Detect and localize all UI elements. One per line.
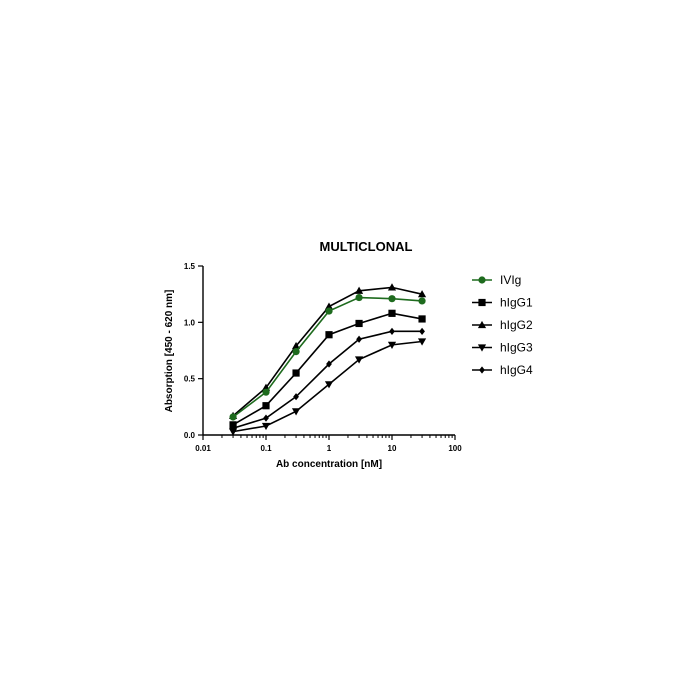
legend-item: hIgG3 — [472, 341, 533, 355]
legend-label: hIgG3 — [500, 341, 533, 355]
x-tick-label: 0.1 — [260, 444, 272, 453]
legend-item: hIgG2 — [472, 318, 533, 332]
data-point — [263, 414, 269, 422]
data-point — [325, 307, 333, 315]
legend-item: hIgG1 — [472, 296, 533, 310]
data-point — [355, 319, 363, 328]
chart-title: MULTICLONAL — [320, 239, 413, 254]
data-point — [354, 356, 364, 364]
y-tick-label: 1.0 — [184, 318, 196, 327]
legend-marker — [477, 344, 487, 352]
legend-marker — [478, 276, 486, 284]
data-point — [389, 327, 395, 335]
data-point — [324, 381, 334, 389]
legend-item: IVIg — [472, 273, 521, 287]
data-point — [418, 315, 426, 323]
legend-label: hIgG1 — [500, 296, 533, 310]
series-group — [228, 283, 427, 436]
data-point — [291, 408, 301, 416]
data-point — [388, 295, 396, 303]
data-point — [292, 369, 300, 377]
y-tick-label: 1.5 — [184, 262, 196, 271]
data-point — [262, 388, 270, 396]
x-ticks: 0.01 0.1 1 10 100 — [195, 435, 462, 453]
legend-label: hIgG4 — [500, 363, 533, 377]
series-line — [232, 340, 423, 433]
x-axis-label: Ab concentration [nM] — [276, 459, 382, 470]
series-higg3 — [228, 338, 427, 436]
data-point — [355, 293, 363, 302]
legend-marker — [477, 320, 487, 329]
y-tick-label: 0.5 — [184, 375, 196, 384]
data-point — [388, 309, 396, 317]
data-point — [228, 428, 238, 436]
data-point — [229, 421, 237, 429]
y-tick-label: 0.0 — [184, 431, 196, 440]
series-ivig — [229, 293, 426, 421]
legend-label: IVIg — [500, 273, 521, 287]
data-point — [293, 393, 299, 401]
x-tick-label: 0.01 — [195, 444, 211, 453]
legend-marker — [479, 366, 485, 374]
y-axis-label: Absorption [450 - 620 nm] — [164, 290, 175, 413]
data-point — [261, 422, 271, 431]
x-tick-label: 10 — [388, 444, 397, 453]
legend-item: hIgG4 — [472, 363, 533, 377]
data-point — [356, 335, 362, 343]
data-point — [326, 360, 332, 368]
data-point — [291, 341, 301, 350]
data-point — [325, 331, 333, 339]
series-higg4 — [230, 327, 425, 432]
data-point — [387, 341, 397, 349]
data-point — [262, 402, 270, 410]
data-point — [387, 283, 397, 291]
data-point — [418, 297, 426, 305]
data-point — [229, 413, 237, 421]
data-point — [292, 348, 300, 356]
data-point — [417, 338, 427, 346]
x-tick-label: 1 — [327, 444, 332, 453]
legend: IVIg hIgG1 hIgG2 hIgG3 hIgG4 — [472, 273, 533, 377]
data-point — [417, 290, 427, 298]
data-point — [419, 327, 425, 335]
legend-label: hIgG2 — [500, 318, 533, 332]
series-higg1 — [229, 309, 426, 429]
legend-marker — [478, 298, 486, 307]
x-tick-label: 100 — [448, 444, 462, 453]
data-point — [324, 302, 334, 310]
y-ticks: 0.0 0.5 1.0 1.5 — [184, 262, 203, 440]
data-point — [354, 286, 364, 294]
